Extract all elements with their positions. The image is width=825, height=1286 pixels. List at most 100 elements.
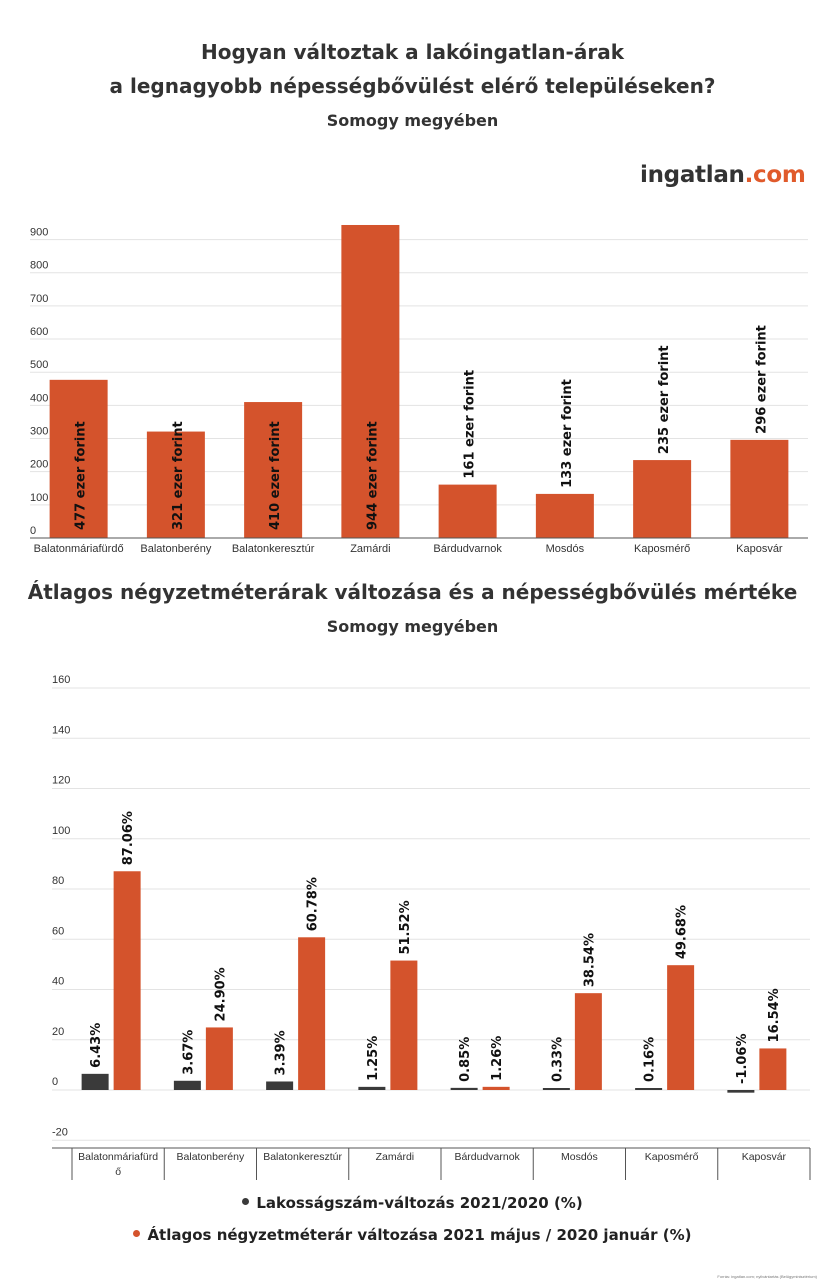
y-tick-label: -20: [52, 1126, 68, 1138]
data-label-population: 0.85%: [458, 1037, 473, 1082]
legend-item-price: Átlagos négyzetméterár változása 2021 má…: [0, 1226, 825, 1244]
data-label-price: 24.90%: [213, 967, 228, 1021]
data-label: 477 ezer forint: [74, 421, 89, 530]
x-tick-label: Balatonkeresztúr: [263, 1151, 342, 1163]
logo-main: ingatlan: [640, 162, 745, 188]
bar: [535, 493, 594, 538]
data-label-population: 6.43%: [89, 1023, 104, 1068]
data-label-population: 0.33%: [550, 1037, 565, 1082]
legend-dot-orange: [133, 1230, 141, 1237]
x-tick-label: Zamárdi: [350, 543, 390, 555]
bar-population: [542, 1088, 570, 1090]
y-tick-label: 60: [52, 925, 64, 937]
bar-price: [390, 960, 418, 1090]
y-tick-label: 120: [52, 775, 70, 787]
data-label-population: -1.06%: [735, 1034, 750, 1085]
y-tick-label: 200: [30, 459, 48, 471]
y-tick-label: 40: [52, 976, 64, 988]
chart1-title-line2: a legnagyobb népességbővülést elérő tele…: [109, 74, 716, 98]
data-label: 161 ezer forint: [463, 370, 478, 479]
data-label-population: 3.39%: [274, 1030, 289, 1075]
y-tick-label: 500: [30, 359, 48, 371]
data-label: 410 ezer forint: [268, 421, 283, 530]
bar-population: [450, 1087, 478, 1090]
bar-population: [358, 1086, 386, 1090]
y-tick-label: 100: [30, 492, 48, 504]
y-tick-label: 300: [30, 426, 48, 438]
legend-label-population: Lakosságszám-változás 2021/2020 (%): [256, 1194, 583, 1212]
data-label: 944 ezer forint: [365, 421, 380, 530]
y-tick-label: 80: [52, 875, 64, 887]
x-tick-label: Bárdudvarnok: [433, 543, 502, 555]
legend-dot-dark: [242, 1198, 250, 1205]
data-label: 133 ezer forint: [560, 379, 575, 488]
x-tick-label: Kaposmérő: [645, 1151, 699, 1163]
y-tick-label: 400: [30, 392, 48, 404]
bar-price: [667, 965, 695, 1090]
bar-population: [266, 1081, 294, 1090]
x-tick-label: Kaposvár: [736, 543, 783, 555]
chart1-svg: 0 100 200 300 400 500 600 700 800 900 477 ezer for…: [30, 224, 808, 555]
bar-population: [727, 1090, 755, 1093]
bar-price: [574, 993, 602, 1090]
x-tick-label: Mosdós: [546, 543, 585, 555]
x-tick-label: Kaposvár: [742, 1151, 787, 1163]
bar-price: [205, 1027, 233, 1090]
data-label: 235 ezer forint: [657, 345, 672, 454]
data-label-price: 1.26%: [490, 1036, 505, 1081]
y-tick-label: 900: [30, 227, 48, 239]
data-label-population: 3.67%: [181, 1030, 196, 1075]
y-tick-label: 600: [30, 326, 48, 338]
y-tick-label: 100: [52, 825, 70, 837]
bar-population: [81, 1073, 109, 1090]
data-label-price: 51.52%: [398, 900, 413, 954]
bar-population: [173, 1080, 201, 1090]
bar: [438, 484, 497, 538]
data-label: 321 ezer forint: [171, 421, 186, 530]
data-label-price: 49.68%: [675, 905, 690, 959]
bar: [49, 379, 108, 538]
data-label: 296 ezer forint: [754, 325, 769, 434]
bar-price: [113, 871, 141, 1090]
x-tick-label: Balatonmáriafürdő: [34, 543, 124, 555]
data-label-price: 60.78%: [306, 877, 321, 931]
logo-suffix: .com: [744, 162, 806, 188]
data-label-population: 0.16%: [643, 1037, 658, 1082]
bar-population: [635, 1088, 663, 1090]
y-tick-label: 700: [30, 293, 48, 305]
y-tick-label: 20: [52, 1026, 64, 1038]
chart2-title: Átlagos négyzetméterárak változása és a …: [27, 580, 798, 604]
y-tick-label: 0: [30, 525, 36, 537]
y-tick-label: 800: [30, 260, 48, 272]
ingatlan-logo: ingatlan.com: [640, 162, 806, 188]
bar-price: [759, 1048, 787, 1090]
bar: [244, 402, 303, 538]
y-tick-label: 160: [52, 674, 70, 686]
x-tick-label: Balatonberény: [140, 543, 211, 555]
bar: [146, 431, 205, 538]
chart1-title-line1: Hogyan változtak a lakóingatlan-árak: [200, 40, 624, 64]
legend-label-price: Átlagos négyzetméterár változása 2021 má…: [147, 1226, 692, 1244]
y-tick-label: 0: [52, 1076, 58, 1088]
bar: [730, 439, 789, 538]
bar: [341, 224, 400, 538]
x-tick-label: Zamárdi: [376, 1151, 415, 1163]
x-tick-label: Mosdós: [561, 1151, 598, 1163]
legend-item-population: Lakosságszám-változás 2021/2020 (%): [0, 1194, 825, 1212]
data-label-population: 1.25%: [366, 1036, 381, 1081]
data-label-price: 16.54%: [767, 988, 782, 1042]
data-label-price: 87.06%: [121, 811, 136, 865]
x-tick-label: Kaposmérő: [634, 543, 690, 555]
x-tick-label: Balatonberény: [177, 1151, 245, 1163]
x-tick-label: Balatonkeresztúr: [232, 543, 315, 555]
bar-price: [482, 1086, 510, 1090]
source-note: Forrás: ingatlan.com; nyilvántartás (Bel…: [717, 1274, 817, 1279]
data-label-price: 38.54%: [582, 933, 597, 987]
bar-price: [298, 937, 326, 1090]
x-tick-label: Bárdudvarnok: [454, 1151, 520, 1163]
chart1-subtitle: Somogy megyében: [326, 111, 499, 130]
bar: [633, 460, 692, 538]
chart2-subtitle: Somogy megyében: [326, 617, 499, 636]
